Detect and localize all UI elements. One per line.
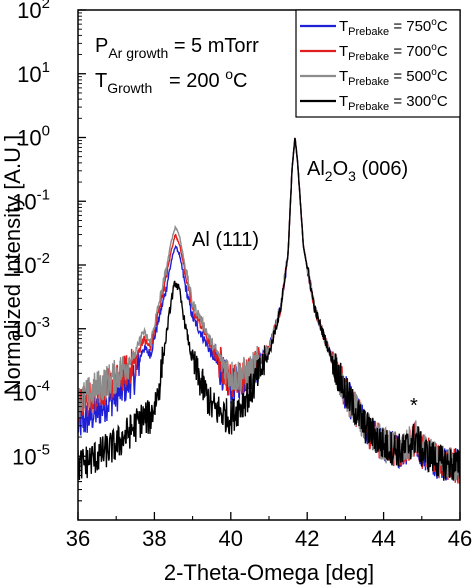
x-tick-label: 44 bbox=[371, 526, 395, 551]
y-tick-label: 10-1 bbox=[12, 186, 50, 214]
growth-pressure-label: PAr growth = 5 mTorr bbox=[95, 35, 259, 61]
series-layer bbox=[78, 137, 460, 484]
y-axis-title: Normalized Intensity [A.U.] bbox=[0, 135, 25, 395]
legend: TPrebake = 750oC TPrebake = 700oC TPrebake… bbox=[295, 9, 461, 118]
legend-label: TPrebake = 750oC bbox=[339, 17, 448, 38]
al-111-peak-label: Al (111) bbox=[192, 229, 259, 251]
y-tick-label: 10-2 bbox=[12, 250, 50, 278]
x-axis-ticks: 36 38 40 42 44 46 bbox=[66, 512, 472, 551]
legend-label: TPrebake = 700oC bbox=[339, 42, 448, 63]
y-tick-label: 10-3 bbox=[12, 314, 50, 342]
legend-label: TPrebake = 500oC bbox=[339, 67, 448, 88]
x-tick-label: 46 bbox=[448, 526, 472, 551]
x-tick-label: 42 bbox=[295, 526, 319, 551]
x-tick-label: 40 bbox=[219, 526, 243, 551]
growth-temp-label: TGrowth = 200 oC bbox=[95, 66, 247, 96]
y-tick-label: 100 bbox=[17, 123, 50, 151]
series-line-4 bbox=[78, 137, 460, 481]
y-tick-label: 102 bbox=[17, 0, 50, 23]
x-tick-label: 36 bbox=[66, 526, 90, 551]
y-axis-ticks: 102 101 100 10-1 10-2 10-3 10-4 10-5 bbox=[12, 0, 86, 502]
star-marker: * bbox=[410, 395, 418, 417]
x-tick-label: 38 bbox=[142, 526, 166, 551]
y-tick-label: 10-4 bbox=[12, 378, 50, 406]
legend-label: TPrebake = 300oC bbox=[339, 92, 448, 113]
legend-box bbox=[295, 9, 461, 118]
x-axis-title: 2-Theta-Omega [deg] bbox=[164, 560, 374, 585]
al2o3-006-peak-label: Al2O3 (006) bbox=[307, 158, 408, 184]
y-tick-label: 10-5 bbox=[12, 441, 50, 469]
y-tick-label: 101 bbox=[17, 59, 50, 87]
